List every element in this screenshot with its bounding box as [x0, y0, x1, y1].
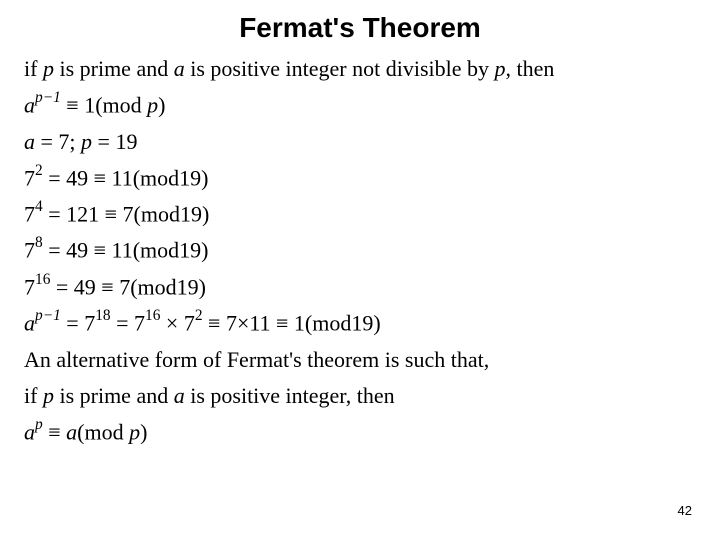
text: × 7: [160, 311, 194, 336]
line-7: 716 = 49 ≡ 7(mod19): [24, 270, 696, 304]
var-a: a: [174, 56, 185, 81]
text: (mod: [77, 419, 129, 444]
text: is positive integer not divisible by: [185, 56, 495, 81]
text: is prime and: [54, 383, 174, 408]
text: ≡: [43, 419, 66, 444]
text: is positive integer, then: [185, 383, 395, 408]
var-a: a: [24, 419, 35, 444]
text: ≡ 1(mod: [61, 92, 147, 117]
slide-content: if p is prime and a is positive integer …: [0, 52, 720, 449]
var-a: a: [24, 129, 35, 154]
base: 7: [24, 274, 35, 299]
exponent: 18: [95, 307, 110, 324]
line-11: ap ≡ a(mod p): [24, 415, 696, 449]
text: = 49 ≡ 7(mod19): [50, 274, 206, 299]
var-p: p: [43, 383, 54, 408]
text: if: [24, 56, 43, 81]
exponent: 2: [195, 307, 203, 324]
exponent: 4: [35, 198, 43, 215]
text: = 49 ≡ 11(mod19): [43, 238, 209, 263]
exponent: p−1: [35, 307, 61, 324]
page-number: 42: [678, 503, 692, 518]
text: ): [158, 92, 165, 117]
text: = 7;: [35, 129, 81, 154]
line-3: a = 7; p = 19: [24, 125, 696, 159]
text: = 19: [92, 129, 137, 154]
base: 7: [24, 165, 35, 190]
line-5: 74 = 121 ≡ 7(mod19): [24, 197, 696, 231]
base: 7: [24, 238, 35, 263]
var-p: p: [495, 56, 506, 81]
exponent: 16: [145, 307, 160, 324]
var-a: a: [174, 383, 185, 408]
text: = 7: [111, 311, 145, 336]
text: ): [140, 419, 147, 444]
text: = 49 ≡ 11(mod19): [43, 165, 209, 190]
var-p: p: [43, 56, 54, 81]
exponent: 2: [35, 162, 43, 179]
text: = 7: [61, 311, 95, 336]
exponent: p: [35, 416, 43, 433]
line-9: An alternative form of Fermat's theorem …: [24, 343, 696, 377]
exponent: p−1: [35, 89, 61, 106]
base: 7: [24, 201, 35, 226]
exponent: 16: [35, 271, 50, 288]
line-2: ap−1 ≡ 1(mod p): [24, 88, 696, 122]
var-p: p: [147, 92, 158, 117]
var-a: a: [66, 419, 77, 444]
var-p: p: [81, 129, 92, 154]
text: = 121 ≡ 7(mod19): [43, 201, 210, 226]
line-6: 78 = 49 ≡ 11(mod19): [24, 233, 696, 267]
text: if: [24, 383, 43, 408]
line-8: ap−1 = 718 = 716 × 72 ≡ 7×11 ≡ 1(mod19): [24, 306, 696, 340]
text: , then: [506, 56, 555, 81]
line-10: if p is prime and a is positive integer,…: [24, 379, 696, 413]
var-p: p: [129, 419, 140, 444]
line-4: 72 = 49 ≡ 11(mod19): [24, 161, 696, 195]
var-a: a: [24, 311, 35, 336]
exponent: 8: [35, 234, 43, 251]
var-a: a: [24, 92, 35, 117]
text: ≡ 7×11 ≡ 1(mod19): [203, 311, 381, 336]
line-1: if p is prime and a is positive integer …: [24, 52, 696, 86]
text: is prime and: [54, 56, 174, 81]
slide-title: Fermat's Theorem: [0, 0, 720, 52]
